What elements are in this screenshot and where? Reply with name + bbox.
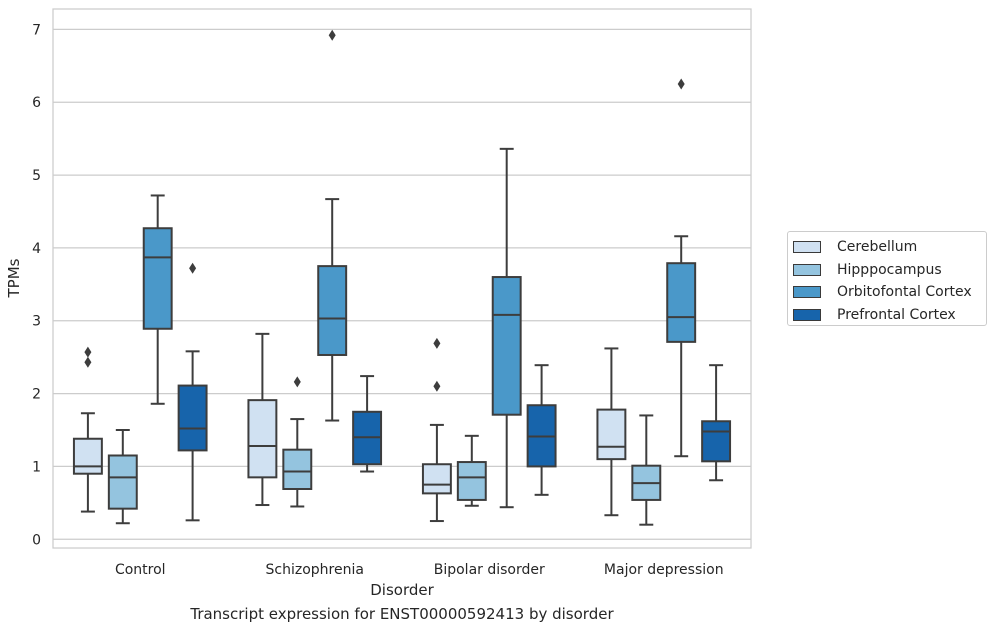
box-3-0 xyxy=(596,347,627,517)
y-axis-ticks: 0 1 2 3 4 5 6 7 xyxy=(32,22,41,548)
box-iqr xyxy=(596,408,627,461)
outlier-point xyxy=(293,376,301,388)
outlier-point xyxy=(677,78,685,90)
y-tick-label: 0 xyxy=(32,532,41,548)
legend-swatch xyxy=(793,286,821,299)
legend-item: Cerebellum xyxy=(793,236,986,259)
boxes xyxy=(72,29,732,526)
outlier-point xyxy=(84,346,92,358)
legend-swatch xyxy=(793,308,821,321)
y-tick-label: 3 xyxy=(32,314,41,330)
box-iqr xyxy=(72,437,103,475)
legend-label: Orbitofontal Cortex xyxy=(837,284,972,301)
box-3-3 xyxy=(701,364,732,482)
y-tick-label: 2 xyxy=(32,387,41,403)
y-axis-label: TPMs xyxy=(5,258,23,298)
box-2-2 xyxy=(491,147,522,509)
box-iqr xyxy=(421,463,452,495)
box-iqr xyxy=(666,262,697,343)
box-2-3 xyxy=(526,364,557,496)
x-axis-label: Disorder xyxy=(370,581,434,599)
box-iqr xyxy=(456,461,487,501)
x-tick-label: Schizophrenia xyxy=(266,562,364,578)
box-0-2 xyxy=(142,194,173,405)
box-iqr xyxy=(491,276,522,416)
legend-item: Prefrontal Cortex xyxy=(793,304,986,327)
outlier-point xyxy=(189,262,197,274)
outlier-point xyxy=(433,380,441,392)
x-axis-ticks: Control Schizophrenia Bipolar disorder Majo… xyxy=(115,562,724,578)
box-iqr xyxy=(107,454,138,510)
outlier-point xyxy=(84,356,92,368)
legend-label: Prefrontal Cortex xyxy=(837,306,956,323)
y-tick-label: 4 xyxy=(32,241,41,257)
outlier-point xyxy=(328,29,336,41)
x-tick-label: Control xyxy=(115,562,166,578)
box-1-3 xyxy=(352,375,383,473)
box-iqr xyxy=(317,265,348,356)
y-tick-label: 5 xyxy=(32,168,41,184)
y-tick-label: 1 xyxy=(32,459,41,475)
y-tick-label: 7 xyxy=(32,22,41,38)
box-iqr xyxy=(142,227,173,330)
y-tick-label: 6 xyxy=(32,95,41,111)
box-3-1 xyxy=(631,414,662,526)
box-iqr xyxy=(247,399,278,479)
legend-swatch xyxy=(793,263,821,276)
box-1-2 xyxy=(317,29,348,422)
box-0-3 xyxy=(177,262,208,522)
legend-item: Orbitofontal Cortex xyxy=(793,281,986,304)
x-tick-label: Major depression xyxy=(604,562,724,578)
legend-swatch xyxy=(793,241,821,254)
chart-caption: Transcript expression for ENST0000059241… xyxy=(190,605,614,623)
box-0-0 xyxy=(72,346,103,513)
outlier-point xyxy=(433,337,441,349)
x-tick-label: Bipolar disorder xyxy=(434,562,545,578)
box-2-0 xyxy=(421,337,452,523)
legend-label: Cerebellum xyxy=(837,239,918,256)
legend-item: Hipppocampus xyxy=(793,259,986,282)
legend: Cerebellum Hipppocampus Orbitofontal Corte… xyxy=(787,231,987,326)
box-0-1 xyxy=(107,429,138,525)
box-iqr xyxy=(282,448,313,491)
box-1-1 xyxy=(282,376,313,508)
box-2-1 xyxy=(456,434,487,507)
box-1-0 xyxy=(247,332,278,507)
box-iqr xyxy=(701,420,732,463)
legend-label: Hipppocampus xyxy=(837,261,942,278)
box-iqr xyxy=(177,384,208,452)
box-3-2 xyxy=(666,78,697,458)
